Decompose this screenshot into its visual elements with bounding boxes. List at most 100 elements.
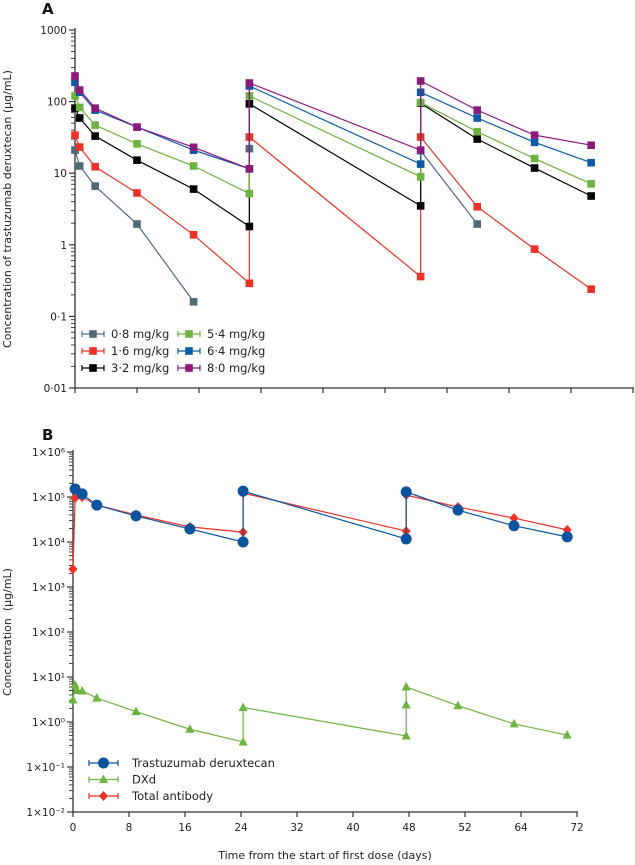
- data-point: [416, 272, 425, 281]
- series-1: [69, 483, 573, 548]
- data-point: [416, 77, 425, 85]
- data-point: [416, 202, 425, 210]
- data-point: [238, 702, 248, 712]
- data-point: [131, 706, 141, 716]
- y-tick-label: 1×10¹: [32, 672, 65, 684]
- series-line: [249, 103, 421, 207]
- legend-label: DXd: [132, 773, 156, 787]
- data-point: [133, 123, 141, 131]
- data-point: [587, 180, 595, 188]
- legend-label: Trastuzumab deruxtecan: [131, 756, 275, 770]
- series-2: [71, 99, 595, 231]
- data-point: [189, 230, 198, 239]
- data-point: [75, 114, 84, 122]
- data-point: [75, 162, 84, 170]
- data-point: [189, 297, 198, 306]
- x-tick-label: 0: [70, 822, 77, 834]
- data-point: [189, 143, 198, 152]
- data-point: [400, 486, 412, 498]
- data-point: [509, 513, 519, 524]
- series-line: [242, 490, 407, 540]
- series-line: [242, 706, 407, 737]
- data-point: [184, 523, 196, 535]
- series-line: [249, 95, 421, 178]
- data-point: [587, 158, 595, 167]
- data-point: [245, 222, 254, 231]
- legend-item: 8·0 mg/kg: [177, 361, 265, 375]
- series-line: [420, 80, 592, 146]
- legend-label: 0·8 mg/kg: [111, 327, 169, 341]
- series-line: [74, 107, 250, 228]
- series-line: [420, 91, 592, 164]
- data-point: [530, 138, 539, 147]
- panel-a-plot: 1000 100 10 1 0·1 0·01 0·8 mg/kg 1·6 mg/kg 3·2 m…: [40, 25, 634, 395]
- series-3: [71, 92, 595, 198]
- legend: 0·8 mg/kg 1·6 mg/kg 3·2 mg/kg 5·4 mg/kg 6·4 …: [81, 327, 265, 375]
- series-line: [420, 102, 592, 197]
- data-point: [91, 182, 99, 190]
- legend: Trastuzumab deruxtecan DXd Total antibody: [88, 756, 275, 803]
- data-point: [133, 189, 141, 197]
- series-line: [74, 82, 250, 170]
- legend-item: 1·6 mg/kg: [81, 344, 169, 358]
- data-point: [416, 160, 425, 168]
- data-point: [473, 220, 482, 228]
- series-line: [420, 150, 478, 225]
- data-point: [530, 154, 539, 163]
- legend-label: 6·4 mg/kg: [207, 344, 265, 358]
- panel-a-letter: A: [42, 0, 54, 18]
- data-point: [77, 685, 87, 695]
- data-point: [75, 103, 84, 112]
- series-0: [71, 144, 482, 306]
- data-point: [237, 485, 249, 497]
- legend-marker: [185, 330, 193, 338]
- data-point: [473, 135, 482, 143]
- data-point: [416, 173, 425, 181]
- series-2: [68, 679, 572, 746]
- legend-marker: [185, 347, 193, 355]
- legend-marker: [89, 330, 97, 338]
- data-point: [91, 162, 99, 171]
- data-point: [76, 488, 88, 500]
- data-point: [473, 114, 482, 122]
- y-tick-label: 1×10⁶: [32, 447, 65, 459]
- legend-marker: [99, 791, 108, 801]
- series-line: [405, 686, 568, 736]
- data-point: [71, 146, 79, 154]
- data-point: [400, 533, 412, 545]
- x-axis-title: Time from the start of first dose (days): [217, 849, 432, 862]
- data-point: [71, 104, 79, 112]
- data-point: [71, 72, 79, 80]
- data-point: [189, 162, 198, 170]
- data-point: [185, 724, 195, 733]
- legend-item: 6·4 mg/kg: [177, 344, 265, 358]
- data-point: [587, 141, 595, 150]
- x-tick-label: 72: [570, 822, 583, 834]
- series-line: [420, 102, 592, 185]
- legend-label: 3·2 mg/kg: [111, 361, 169, 375]
- data-point: [453, 700, 463, 710]
- y-tick-label: 1×10²: [32, 627, 65, 639]
- y-tick-label: 1×10⁻¹: [26, 762, 65, 774]
- series-line: [74, 75, 250, 170]
- x-tick-label: 64: [514, 822, 528, 834]
- legend-item: 0·8 mg/kg: [81, 327, 169, 341]
- legend-marker: [98, 757, 109, 769]
- y-tick-label: 1×10⁴: [32, 537, 65, 549]
- data-point: [530, 245, 539, 253]
- data-point: [401, 699, 411, 709]
- data-point: [245, 79, 254, 87]
- y-tick-label: 100: [47, 97, 67, 109]
- y-tick-label: 0·1: [50, 311, 67, 323]
- data-point: [189, 185, 198, 193]
- data-point: [68, 694, 78, 704]
- legend-marker: [99, 774, 108, 783]
- data-point: [91, 499, 103, 511]
- data-point: [508, 520, 520, 532]
- data-point: [245, 189, 254, 198]
- series-line: [74, 488, 244, 543]
- legend-label: 8·0 mg/kg: [207, 361, 265, 375]
- data-point: [245, 165, 254, 173]
- data-point: [92, 693, 102, 702]
